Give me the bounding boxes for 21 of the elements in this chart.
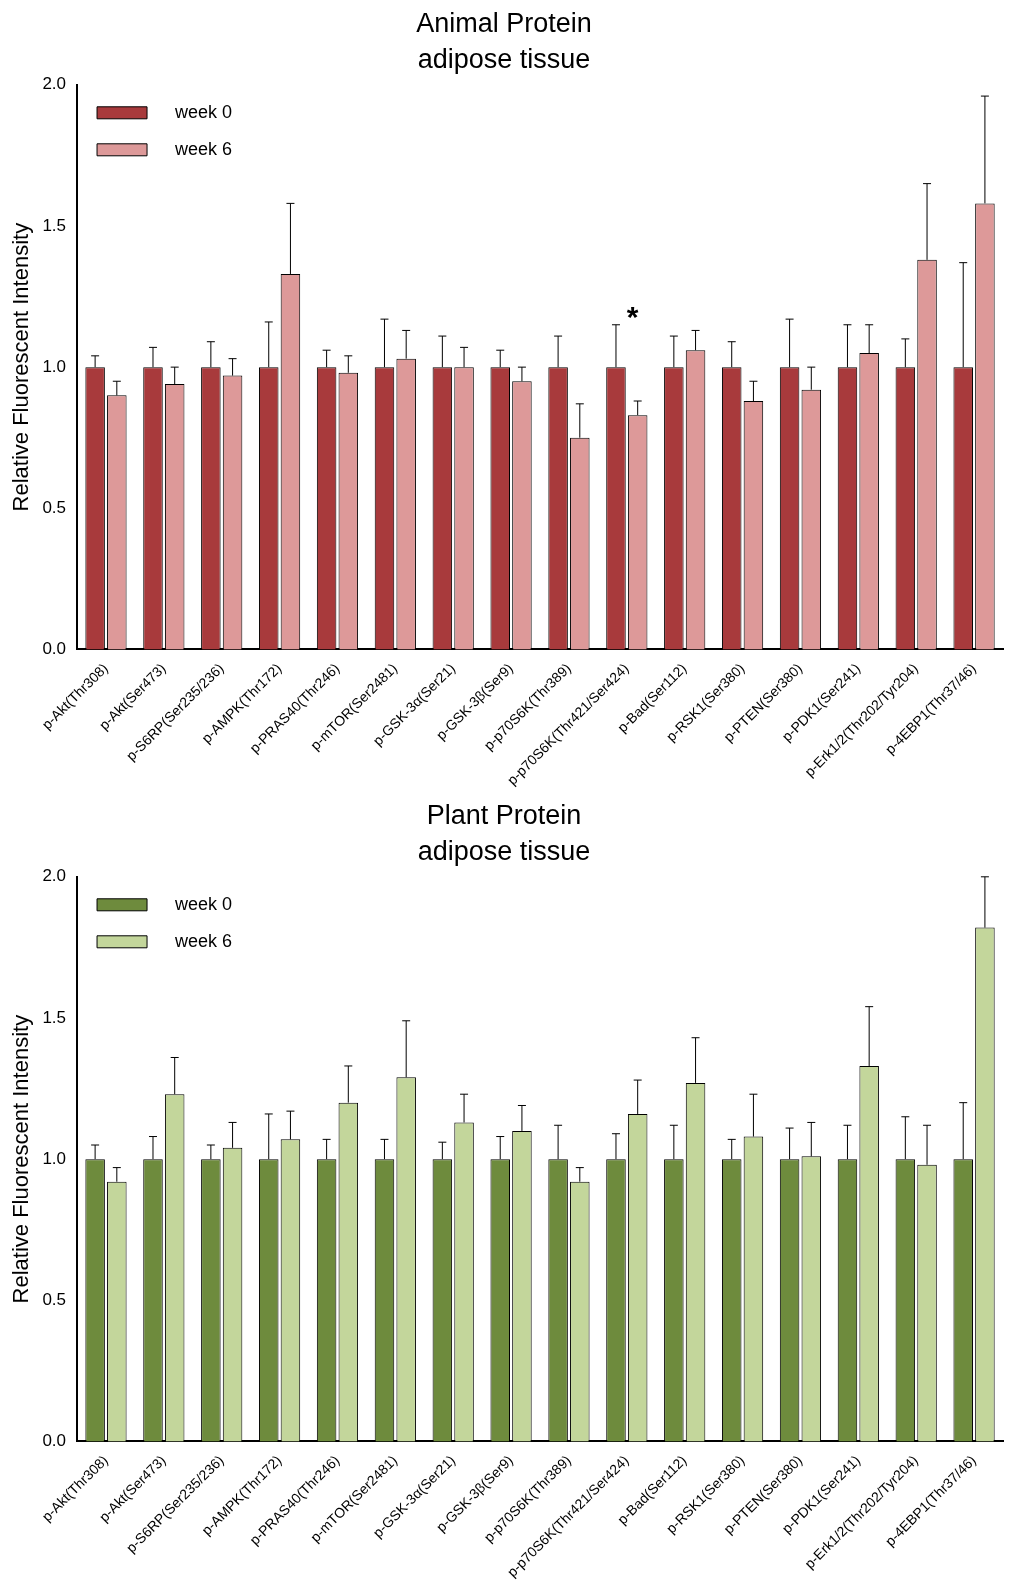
chart-subtitle: adipose tissue [417, 44, 591, 75]
y-tick-label: 0.5 [42, 497, 67, 517]
y-tick-label: 0.0 [42, 639, 67, 659]
chart-title: Animal Protein [416, 7, 592, 38]
y-tick-label: 2.0 [42, 74, 67, 94]
legend-label: week 0 [174, 893, 233, 914]
y-axis-title: Relative Fluorescent Intensity [8, 222, 34, 512]
y-tick-label: 0.0 [42, 1431, 67, 1451]
chart-subtitle: adipose tissue [417, 836, 591, 867]
y-axis-title: Relative Fluorescent Intensity [8, 1014, 34, 1304]
y-tick-label: 1.0 [42, 356, 67, 376]
chart-title: Plant Protein [426, 799, 582, 830]
y-tick-label: 0.5 [42, 1289, 67, 1309]
legend-label: week 0 [174, 101, 233, 122]
legend-label: week 6 [174, 138, 233, 159]
legend-label: week 6 [174, 930, 233, 951]
y-tick-label: 1.5 [42, 1007, 67, 1027]
y-tick-label: 1.0 [42, 1148, 67, 1168]
y-tick-label: 2.0 [42, 866, 67, 886]
y-tick-label: 1.5 [42, 215, 67, 235]
annotation: * [626, 300, 639, 334]
